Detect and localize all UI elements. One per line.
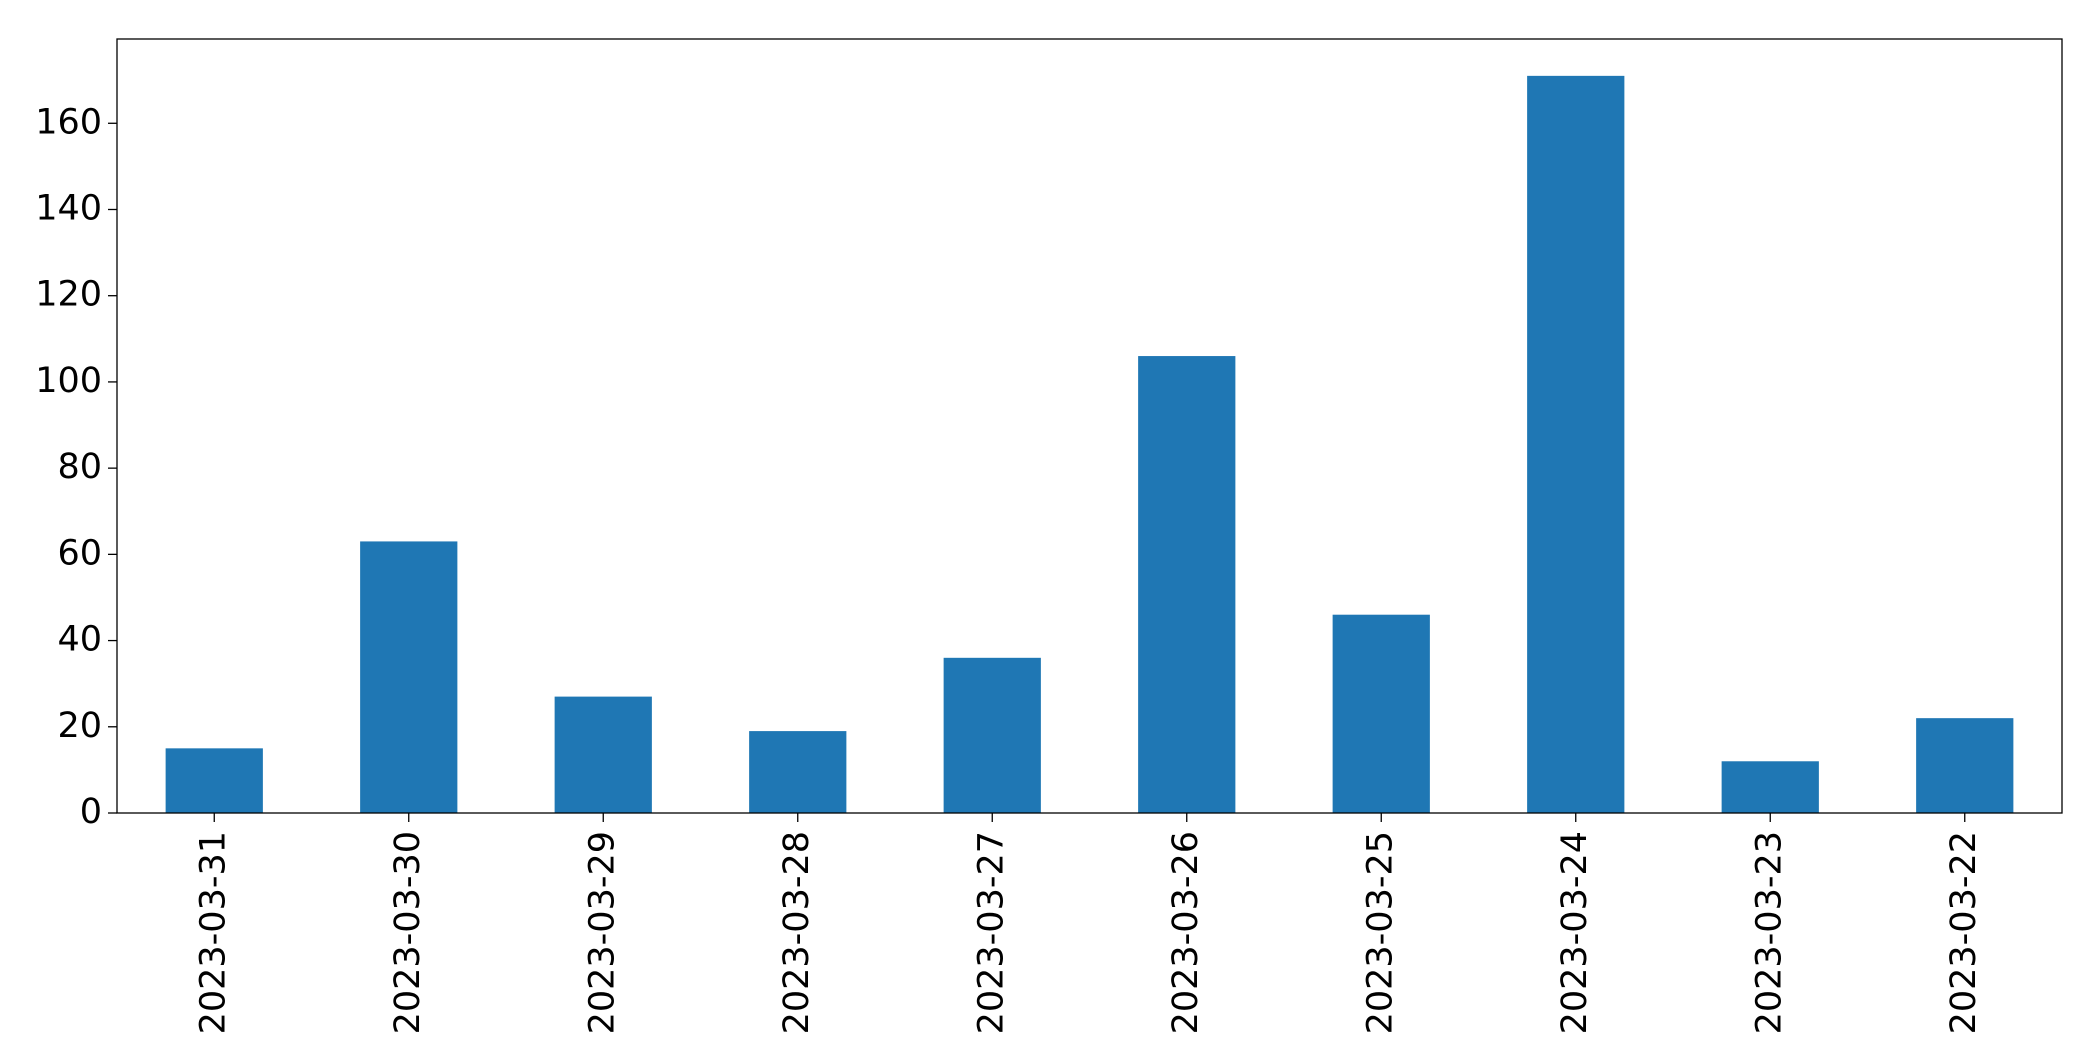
- bar: [1332, 614, 1430, 813]
- x-tick-label: 2023-03-22: [1944, 831, 1984, 1034]
- x-tick-label: 2023-03-26: [1166, 831, 1206, 1034]
- y-tick-label: 140: [35, 188, 102, 228]
- y-tick-label: 100: [35, 361, 102, 401]
- bar: [1721, 761, 1819, 813]
- y-tick-label: 160: [35, 102, 102, 142]
- bar: [1916, 718, 2014, 813]
- y-tick-label: 40: [57, 620, 102, 660]
- y-tick-label: 60: [57, 533, 102, 573]
- bar: [749, 731, 847, 813]
- y-tick-label: 80: [57, 447, 102, 487]
- bar: [554, 696, 652, 813]
- plot-frame: [116, 38, 2063, 814]
- y-tick-label: 20: [57, 706, 102, 746]
- x-tick-label: 2023-03-27: [971, 831, 1011, 1034]
- bar: [360, 541, 458, 813]
- y-tick-label: 120: [35, 275, 102, 315]
- bar: [165, 748, 263, 813]
- y-tick-label: 0: [80, 792, 102, 832]
- x-tick-label: 2023-03-28: [777, 831, 817, 1034]
- bar: [943, 657, 1041, 813]
- x-tick-label: 2023-03-31: [193, 831, 233, 1034]
- x-tick-label: 2023-03-29: [582, 831, 622, 1034]
- x-tick-label: 2023-03-30: [388, 831, 428, 1034]
- x-tick-label: 2023-03-24: [1555, 831, 1595, 1034]
- x-tick-label: 2023-03-25: [1360, 831, 1400, 1034]
- bar: [1527, 75, 1625, 814]
- bar: [1138, 356, 1236, 813]
- x-tick-label: 2023-03-23: [1749, 831, 1789, 1034]
